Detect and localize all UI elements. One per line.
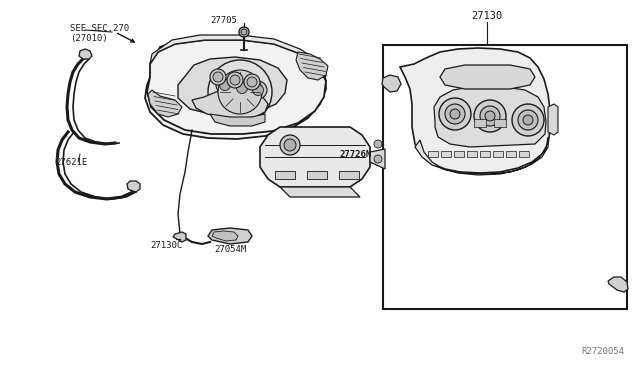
Circle shape: [233, 79, 251, 97]
Bar: [339, 171, 359, 179]
Polygon shape: [148, 90, 182, 117]
Text: 27705: 27705: [210, 16, 237, 25]
Bar: [383, 45, 627, 309]
Polygon shape: [400, 48, 550, 173]
Bar: [441, 151, 451, 157]
Polygon shape: [208, 228, 252, 244]
Circle shape: [523, 115, 533, 125]
Bar: [474, 119, 486, 127]
Text: 27726N: 27726N: [340, 150, 372, 158]
Polygon shape: [296, 52, 328, 80]
Text: 27621E: 27621E: [55, 157, 87, 167]
Polygon shape: [212, 231, 238, 241]
Circle shape: [450, 109, 460, 119]
Polygon shape: [173, 232, 186, 242]
Circle shape: [239, 27, 249, 37]
Circle shape: [216, 76, 234, 94]
Circle shape: [284, 139, 296, 151]
Polygon shape: [152, 46, 320, 118]
Bar: [480, 151, 490, 157]
Bar: [506, 151, 516, 157]
Polygon shape: [178, 57, 287, 114]
Bar: [494, 119, 506, 127]
Circle shape: [518, 110, 538, 130]
Circle shape: [218, 70, 262, 114]
Circle shape: [241, 29, 247, 35]
Circle shape: [374, 140, 382, 148]
Bar: [275, 171, 295, 179]
Text: R2720054: R2720054: [581, 347, 624, 356]
Bar: [428, 151, 438, 157]
Polygon shape: [382, 75, 401, 92]
Circle shape: [220, 80, 230, 90]
Circle shape: [445, 104, 465, 124]
Polygon shape: [150, 35, 326, 81]
Text: 27130C: 27130C: [150, 241, 182, 250]
Polygon shape: [280, 187, 360, 197]
Circle shape: [374, 155, 382, 163]
Circle shape: [210, 69, 226, 85]
Circle shape: [237, 83, 248, 93]
Polygon shape: [210, 114, 265, 126]
Polygon shape: [79, 49, 92, 59]
Circle shape: [474, 100, 506, 132]
Circle shape: [253, 84, 264, 96]
Circle shape: [227, 72, 243, 88]
Bar: [454, 151, 464, 157]
Circle shape: [439, 98, 471, 130]
Bar: [519, 151, 529, 157]
Bar: [307, 171, 327, 179]
Circle shape: [280, 135, 300, 155]
Circle shape: [213, 72, 223, 82]
Polygon shape: [415, 137, 548, 175]
Text: 27130: 27130: [472, 11, 502, 21]
Circle shape: [244, 74, 260, 90]
Polygon shape: [440, 65, 535, 89]
Text: 27054M: 27054M: [214, 244, 246, 253]
Polygon shape: [147, 40, 326, 134]
Polygon shape: [192, 90, 268, 118]
Bar: [467, 151, 477, 157]
Polygon shape: [608, 277, 628, 292]
Circle shape: [249, 81, 267, 99]
Polygon shape: [434, 87, 546, 147]
Circle shape: [208, 60, 272, 124]
Circle shape: [230, 75, 240, 85]
Circle shape: [512, 104, 544, 136]
Polygon shape: [548, 104, 558, 135]
Polygon shape: [260, 127, 370, 187]
Polygon shape: [370, 149, 385, 169]
Polygon shape: [127, 181, 140, 192]
Circle shape: [247, 77, 257, 87]
Text: SEE SEC.270
(27010): SEE SEC.270 (27010): [70, 24, 129, 44]
Polygon shape: [145, 38, 326, 139]
Circle shape: [480, 106, 500, 126]
Circle shape: [485, 111, 495, 121]
Bar: [493, 151, 503, 157]
